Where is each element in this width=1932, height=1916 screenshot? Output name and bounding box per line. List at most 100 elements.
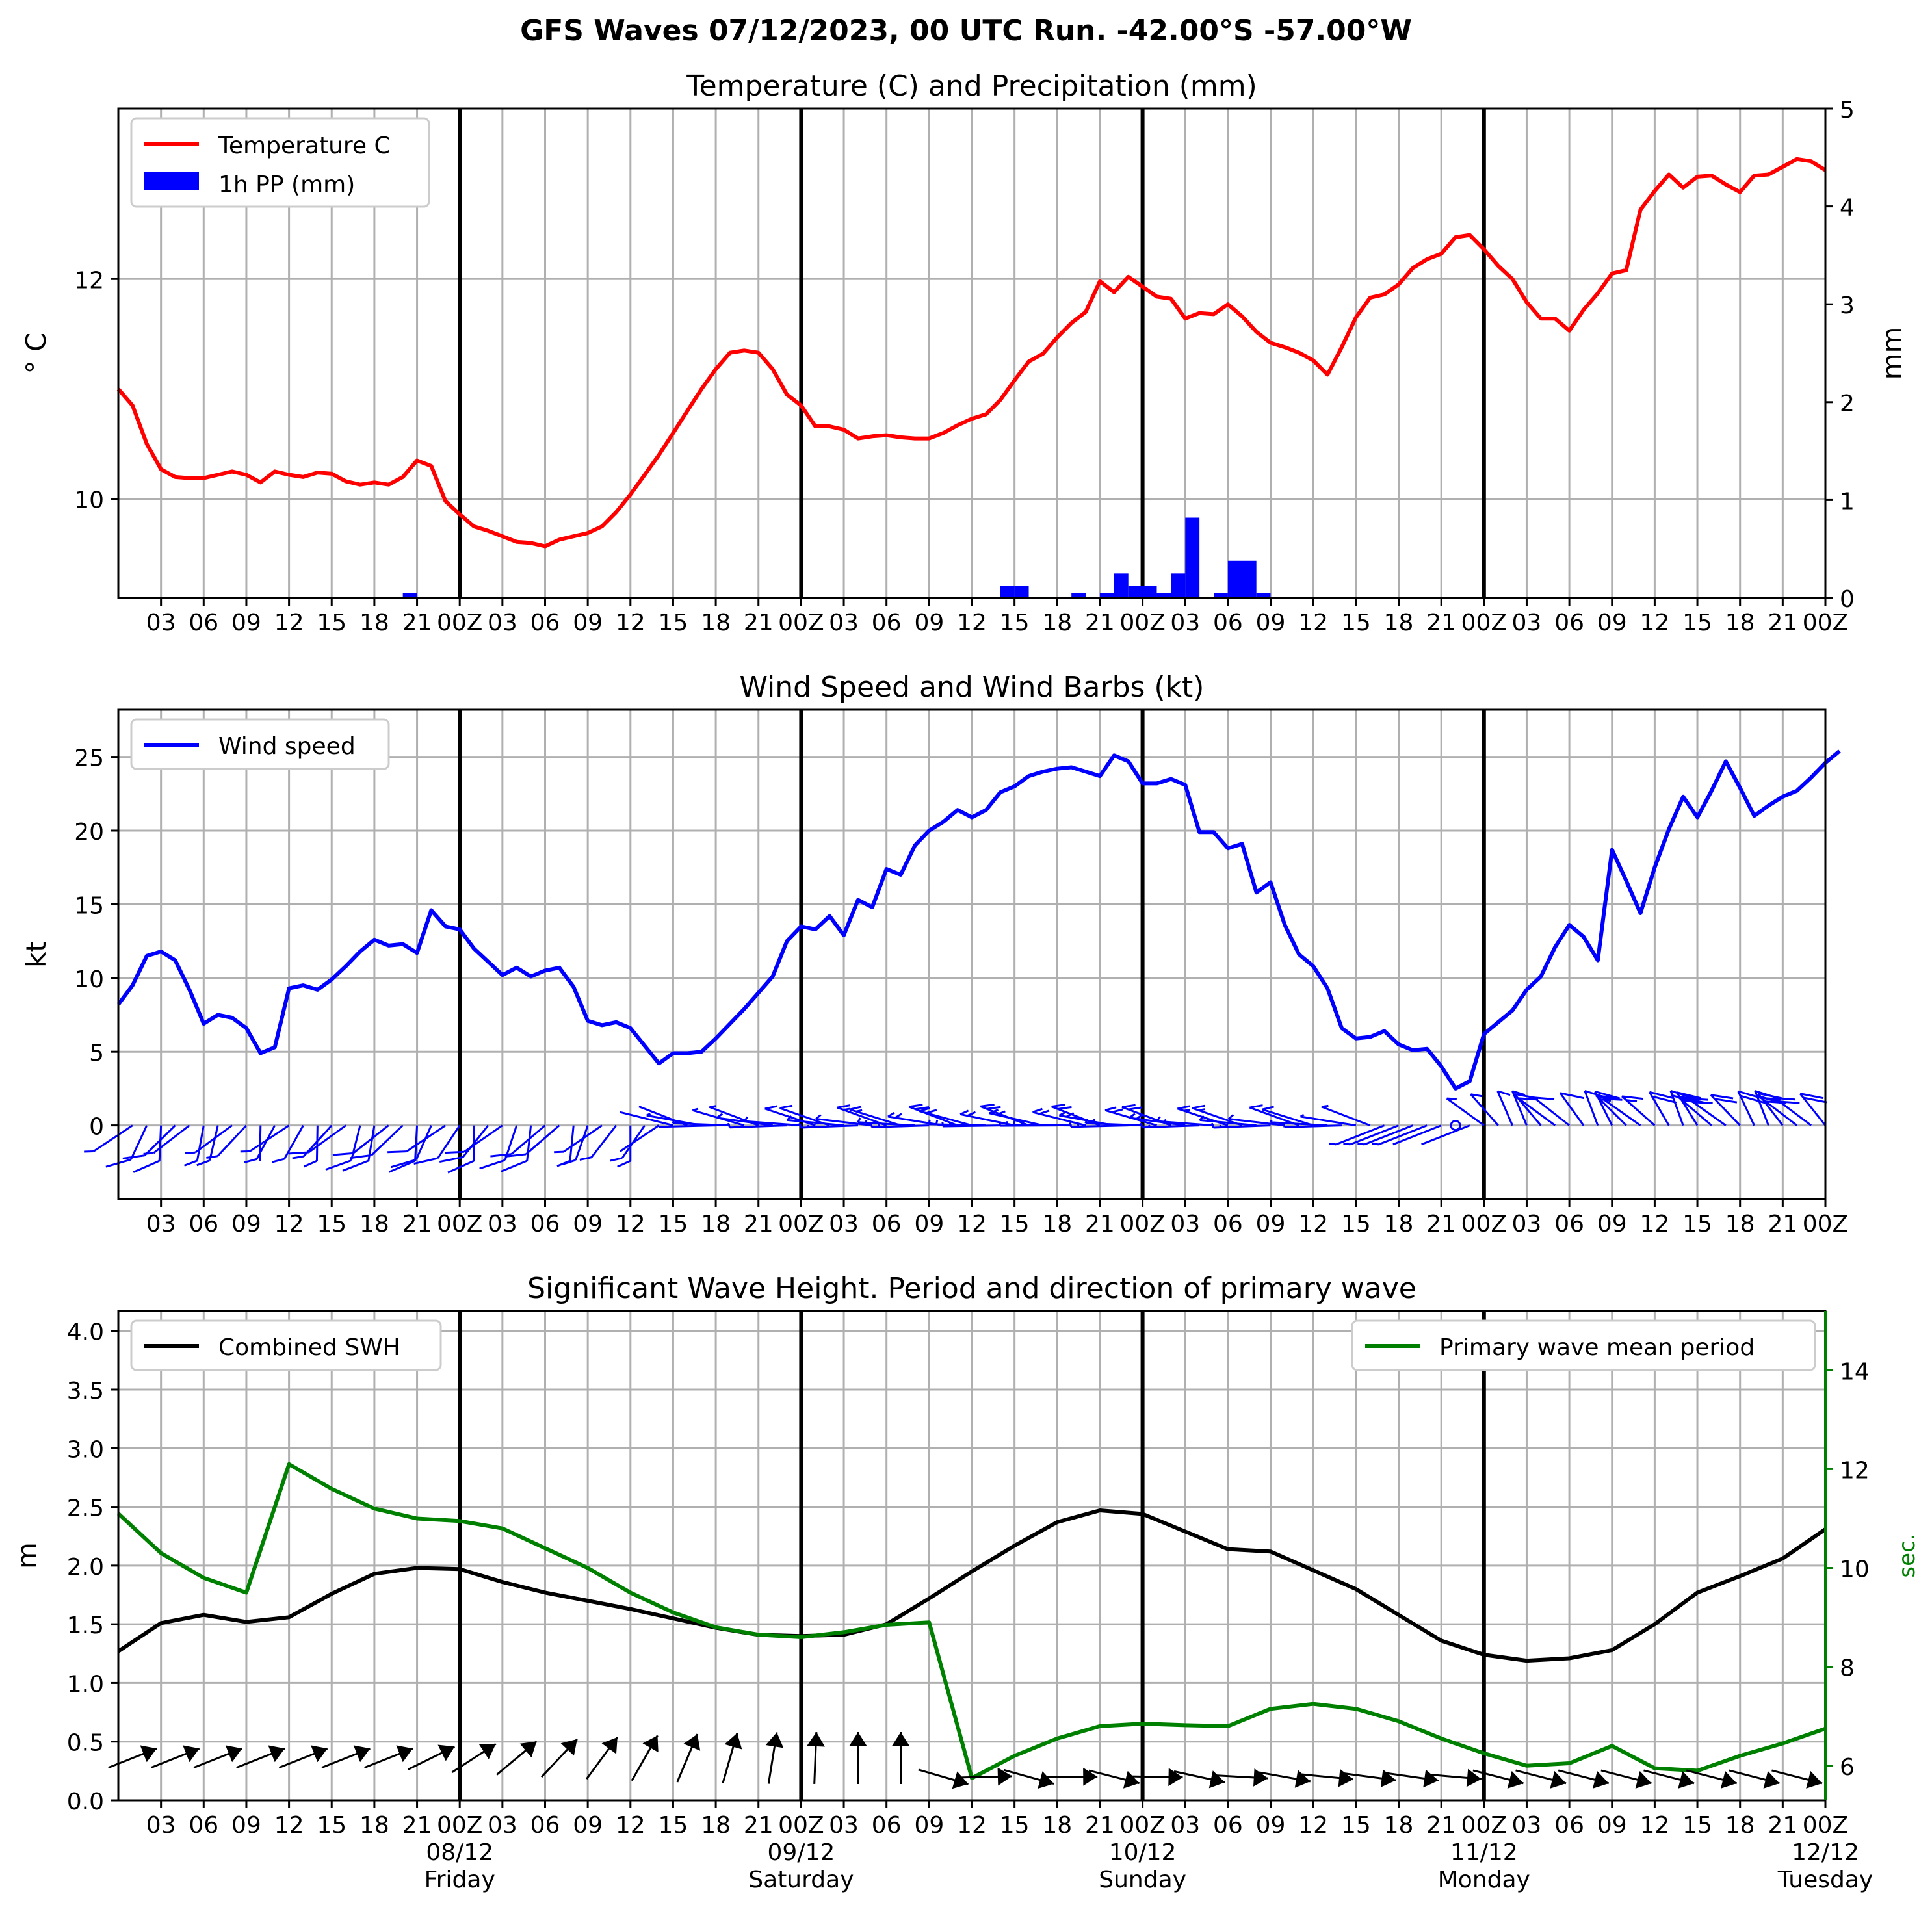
y-tick-label: 4.0 — [67, 1319, 104, 1346]
x-tick-label: 21 — [1426, 610, 1456, 636]
y-tick-label: 10 — [74, 487, 104, 514]
x-tick-label: 03 — [488, 610, 517, 636]
wind-barb — [1069, 1122, 1129, 1128]
day-name-label: Tuesday — [1777, 1867, 1873, 1893]
x-tick-label: 09 — [231, 1211, 261, 1237]
x-tick-label: 21 — [744, 610, 774, 636]
x-tick-label: 21 — [744, 1812, 774, 1839]
wind-barb — [554, 1124, 603, 1154]
x-tick-label: 09 — [573, 1211, 603, 1237]
x-tick-label: 15 — [1682, 1211, 1712, 1237]
wind-barb — [1559, 1092, 1585, 1126]
precip-bar — [1099, 593, 1114, 598]
wave-direction-arrow — [1344, 1769, 1396, 1788]
precip-bar — [1071, 593, 1086, 598]
x-tick-label: 06 — [189, 610, 218, 636]
wind-barb — [303, 1125, 319, 1168]
wind-barb — [1321, 1104, 1371, 1126]
wave-direction-arrow — [451, 1742, 497, 1774]
x-tick-label: 00Z — [1119, 610, 1165, 636]
wind-barb — [185, 1124, 233, 1154]
x-tick-label: 03 — [1170, 1812, 1200, 1839]
x-tick-label: 21 — [1085, 610, 1115, 636]
y-axis-label: m — [11, 1542, 43, 1569]
x-tick-label: 15 — [1682, 610, 1712, 636]
y2-tick-label: 12 — [1840, 1457, 1870, 1484]
wind-barb — [292, 1124, 333, 1159]
x-tick-label: 03 — [829, 1211, 859, 1237]
wind-barb — [1649, 1091, 1677, 1126]
x-tick-label: 06 — [1554, 610, 1584, 636]
wind-barb — [1446, 1097, 1485, 1126]
x-tick-label: 15 — [659, 610, 688, 636]
y-tick-label: 5 — [89, 1040, 104, 1067]
x-tick-label: 21 — [402, 1812, 432, 1839]
wave-direction-arrow — [1515, 1769, 1567, 1789]
wind-barb — [1496, 1090, 1513, 1126]
wave-direction-arrow — [1301, 1768, 1354, 1787]
wind-barb — [325, 1125, 361, 1171]
x-tick-label: 21 — [1085, 1812, 1115, 1839]
wind-barb — [1156, 1116, 1214, 1127]
x-tick-label: 06 — [1213, 610, 1243, 636]
wave-direction-arrow — [722, 1733, 742, 1783]
x-tick-label: 00Z — [437, 1812, 482, 1839]
y-tick-label: 25 — [74, 745, 104, 772]
wind-barb — [501, 1125, 532, 1172]
x-tick-label: 12 — [274, 1211, 304, 1237]
y2-axis-label: sec. — [1894, 1533, 1920, 1577]
day-name-label: Monday — [1438, 1867, 1530, 1893]
x-tick-label: 15 — [659, 1812, 688, 1839]
wind-barb — [1372, 1124, 1428, 1146]
x-tick-label: 18 — [359, 1812, 389, 1839]
wind-barb — [610, 1124, 646, 1162]
x-tick-label: 06 — [872, 610, 902, 636]
x-tick-label: 06 — [872, 1211, 902, 1237]
x-tick-label: 18 — [701, 1211, 731, 1237]
wave-direction-arrow — [1729, 1769, 1780, 1789]
x-tick-label: 06 — [530, 1211, 560, 1237]
wind-barb — [1329, 1124, 1385, 1146]
precip-bar — [402, 593, 417, 598]
x-tick-label: 03 — [1512, 610, 1542, 636]
precip-bar — [1128, 586, 1143, 598]
day-date-label: 08/12 — [426, 1839, 493, 1866]
x-tick-label: 12 — [1298, 610, 1328, 636]
x-tick-label: 21 — [1768, 1812, 1797, 1839]
x-tick-label: 09 — [914, 1812, 944, 1839]
wind-barb — [857, 1117, 915, 1127]
wind-barb — [1299, 1113, 1357, 1127]
legend: Primary wave mean period — [1351, 1319, 1816, 1371]
wind-barb — [1737, 1090, 1766, 1126]
swh-line — [117, 1508, 1827, 1663]
wave-direction-arrow — [891, 1731, 910, 1784]
x-tick-label: 00Z — [437, 1211, 482, 1237]
x-tick-label: 03 — [146, 1812, 176, 1839]
y2-axis-label: mm — [1876, 327, 1908, 380]
day-date-label: 11/12 — [1450, 1839, 1518, 1866]
x-tick-label: 00Z — [1119, 1812, 1165, 1839]
x-tick-label: 00Z — [1803, 1211, 1848, 1237]
wind-barb — [869, 1122, 930, 1128]
x-tick-label: 06 — [530, 610, 560, 636]
x-tick-label: 09 — [573, 610, 603, 636]
y-tick-label: 10 — [74, 966, 104, 993]
precip-bar — [1114, 573, 1129, 598]
x-tick-label: 06 — [530, 1812, 560, 1839]
x-tick-label: 21 — [402, 1211, 432, 1237]
wind-barb — [620, 1111, 673, 1127]
x-tick-label: 15 — [1341, 610, 1371, 636]
wind-barb — [1210, 1122, 1271, 1129]
wind-barb — [727, 1122, 787, 1129]
wave-direction-arrow — [807, 1731, 825, 1785]
x-tick-label: 06 — [872, 1812, 902, 1839]
x-tick-label: 18 — [1725, 610, 1755, 636]
x-tick-label: 15 — [317, 1211, 346, 1237]
y-tick-label: 20 — [74, 819, 104, 846]
y2-tick-label: 2 — [1840, 391, 1855, 417]
wave-direction-arrow — [1643, 1769, 1695, 1789]
y-tick-label: 1.0 — [67, 1671, 104, 1698]
x-tick-label: 12 — [957, 1812, 987, 1839]
wave-direction-arrow — [1600, 1769, 1652, 1789]
